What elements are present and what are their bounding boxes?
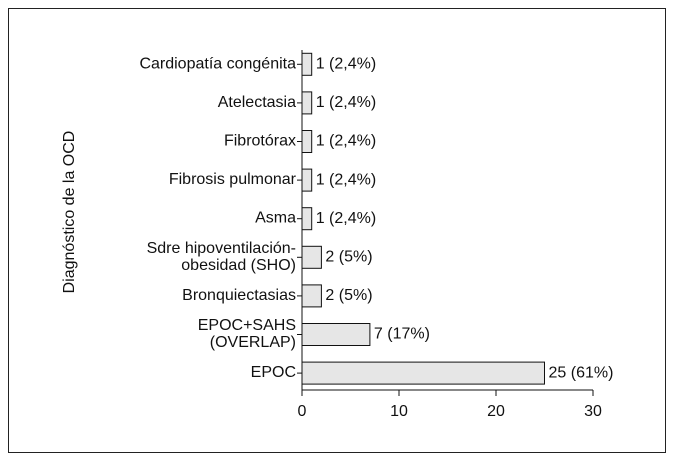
y-tick-label: Fibrotórax [224, 133, 296, 150]
y-tick-label-line: EPOC+SAHS [198, 317, 296, 334]
x-tick-label: 30 [584, 403, 602, 420]
y-tick-label-line: Fibrotórax [224, 133, 296, 150]
y-tick-label-line: obesidad (SHO) [181, 257, 296, 274]
value-label: 2 (5%) [325, 287, 372, 304]
y-tick-label-line: Asma [255, 210, 296, 227]
frame [8, 8, 666, 453]
y-tick-label-line: Cardiopatía congénita [139, 56, 296, 73]
y-tick-label: Sdre hipoventilación-obesidad (SHO) [147, 240, 296, 274]
y-tick-label: Atelectasia [218, 94, 296, 111]
y-axis-label: Diagnóstico de la OCD [61, 131, 78, 294]
value-label: 7 (17%) [374, 326, 430, 343]
x-tick-label: 10 [390, 403, 408, 420]
y-tick-label: Bronquiectasias [182, 287, 296, 304]
bar [301, 245, 322, 269]
bar [301, 323, 371, 346]
x-tick-label: 0 [298, 403, 307, 420]
y-tick-label-line: Atelectasia [218, 94, 296, 111]
value-label: 1 (2,4%) [316, 210, 376, 227]
y-tick-label: Fibrosis pulmonar [169, 171, 297, 188]
y-tick-label: EPOC [251, 364, 296, 381]
value-label: 1 (2,4%) [316, 171, 376, 188]
bar [301, 91, 313, 115]
bar [301, 207, 313, 231]
x-tick-label: 20 [487, 403, 505, 420]
value-label: 1 (2,4%) [316, 56, 376, 73]
value-label: 2 (5%) [325, 249, 372, 266]
y-tick-label-line: Sdre hipoventilación- [147, 240, 296, 257]
y-tick-label: Asma [255, 210, 296, 227]
y-tick-label-line: EPOC [251, 364, 296, 381]
y-tick-label-line: (OVERLAP) [210, 334, 296, 351]
bar [301, 284, 322, 308]
value-label: 25 (61%) [549, 364, 614, 381]
y-tick-label-line: Fibrosis pulmonar [169, 171, 297, 188]
bar [301, 130, 313, 153]
y-tick-label: Cardiopatía congénita [139, 56, 296, 73]
bar [301, 52, 313, 76]
y-tick-label-line: Bronquiectasias [182, 287, 296, 304]
y-tick-label: EPOC+SAHS (OVERLAP) [198, 317, 296, 351]
value-label: 1 (2,4%) [316, 94, 376, 111]
bar [301, 361, 545, 385]
bar [301, 168, 313, 192]
value-label: 1 (2,4%) [316, 133, 376, 150]
